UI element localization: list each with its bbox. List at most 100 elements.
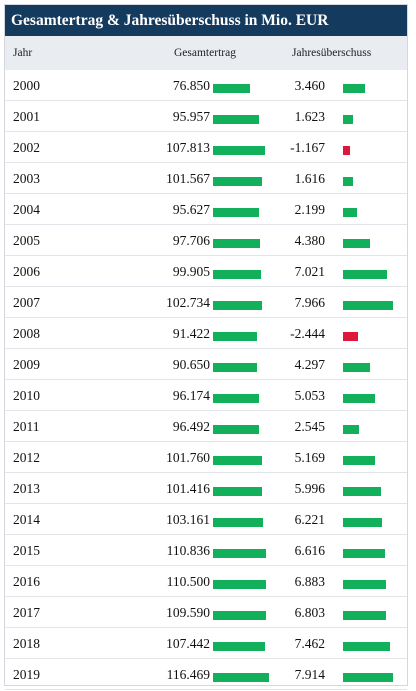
gesamtertrag-cell: 76.850 [172,78,210,93]
gesamtertrag-cell: 109.590 [166,605,210,620]
gesamtertrag-cell: 107.813 [166,140,210,155]
gesamtertrag-cell: 95.957 [172,109,210,124]
gesamtertrag-cell: 91.422 [172,326,210,341]
jahresueberschuss-bar [343,146,350,155]
year-cell: 2019 [13,667,40,682]
header-jahr: Jahr [13,47,33,59]
gesamtertrag-cell: 110.836 [166,543,210,558]
year-cell: 2011 [13,419,40,434]
jahresueberschuss-bar [343,425,359,434]
year-cell: 2010 [13,388,40,403]
header-jahresueberschuss: Jahresüberschuss [292,47,372,59]
gesamtertrag-cell: 103.161 [166,512,210,527]
table-row: 2009 90.650 4.297 [5,349,407,380]
jahresueberschuss-cell: 4.380 [294,233,325,248]
gesamtertrag-bar [213,487,262,496]
year-cell: 2012 [13,450,40,465]
jahresueberschuss-cell: 6.803 [294,605,325,620]
gesamtertrag-cell: 96.492 [172,419,210,434]
jahresueberschuss-bar [343,580,386,589]
jahresueberschuss-bar [343,177,353,186]
gesamtertrag-bar [213,549,266,558]
table-title: Gesamtertrag & Jahresüberschuss in Mio. … [5,5,407,36]
jahresueberschuss-bar [343,611,386,620]
jahresueberschuss-bar [343,642,390,651]
year-cell: 2003 [13,171,40,186]
jahresueberschuss-bar [343,332,358,341]
table-row: 2005 97.706 4.380 [5,225,407,256]
table-row: 2017 109.590 6.803 [5,597,407,628]
jahresueberschuss-cell: 7.914 [294,667,325,682]
data-rows: 2000 76.850 3.460 2001 95.957 1.623 2002 107.81… [5,70,407,690]
table-row: 2019 116.469 7.914 [5,659,407,690]
gesamtertrag-bar [213,642,265,651]
gesamtertrag-bar [213,84,250,93]
jahresueberschuss-bar [343,208,357,217]
table-row: 2000 76.850 3.460 [5,70,407,101]
jahresueberschuss-cell: 7.021 [294,264,325,279]
year-cell: 2017 [13,605,40,620]
gesamtertrag-cell: 102.734 [166,295,210,310]
jahresueberschuss-bar [343,270,387,279]
year-cell: 2007 [13,295,40,310]
gesamtertrag-cell: 116.469 [166,667,210,682]
gesamtertrag-cell: 96.174 [172,388,210,403]
gesamtertrag-bar [213,580,266,589]
jahresueberschuss-bar [343,456,375,465]
gesamtertrag-bar [213,425,259,434]
year-cell: 2000 [13,78,40,93]
gesamtertrag-bar [213,332,257,341]
jahresueberschuss-cell: 7.966 [294,295,325,310]
gesamtertrag-cell: 90.650 [172,357,210,372]
gesamtertrag-bar [213,456,262,465]
gesamtertrag-bar [213,146,265,155]
year-cell: 2004 [13,202,40,217]
gesamtertrag-bar [213,673,269,682]
gesamtertrag-bar [213,208,259,217]
gesamtertrag-cell: 107.442 [166,636,210,651]
jahresueberschuss-bar [343,487,381,496]
jahresueberschuss-cell: 2.545 [294,419,325,434]
gesamtertrag-cell: 97.706 [172,233,210,248]
year-cell: 2014 [13,512,40,527]
jahresueberschuss-cell: -2.444 [290,326,325,341]
gesamtertrag-cell: 99.905 [172,264,210,279]
year-cell: 2001 [13,109,40,124]
gesamtertrag-cell: 101.567 [166,171,210,186]
table-row: 2008 91.422 -2.444 [5,318,407,349]
jahresueberschuss-bar [343,239,370,248]
table-row: 2018 107.442 7.462 [5,628,407,659]
jahresueberschuss-bar [343,673,393,682]
jahresueberschuss-cell: 6.883 [294,574,325,589]
year-cell: 2009 [13,357,40,372]
year-cell: 2006 [13,264,40,279]
jahresueberschuss-cell: 5.169 [294,450,325,465]
table-row: 2014 103.161 6.221 [5,504,407,535]
jahresueberschuss-bar [343,518,382,527]
table-row: 2007 102.734 7.966 [5,287,407,318]
gesamtertrag-cell: 110.500 [166,574,210,589]
table-row: 2015 110.836 6.616 [5,535,407,566]
year-cell: 2002 [13,140,40,155]
jahresueberschuss-cell: 6.616 [294,543,325,558]
table-frame: Gesamtertrag & Jahresüberschuss in Mio. … [4,4,408,690]
year-cell: 2015 [13,543,40,558]
gesamtertrag-bar [213,270,261,279]
table-row: 2004 95.627 2.199 [5,194,407,225]
gesamtertrag-bar [213,177,262,186]
jahresueberschuss-cell: 1.623 [294,109,325,124]
table-row: 2003 101.567 1.616 [5,163,407,194]
gesamtertrag-cell: 101.416 [166,481,210,496]
table-row: 2012 101.760 5.169 [5,442,407,473]
gesamtertrag-bar [213,611,266,620]
gesamtertrag-bar [213,239,260,248]
table-row: 2006 99.905 7.021 [5,256,407,287]
gesamtertrag-cell: 101.760 [166,450,210,465]
jahresueberschuss-bar [343,549,385,558]
table-row: 2010 96.174 5.053 [5,380,407,411]
header-row: Jahr Gesamtertrag Jahresüberschuss [5,36,407,70]
jahresueberschuss-bar [343,115,353,124]
year-cell: 2005 [13,233,40,248]
jahresueberschuss-cell: 6.221 [294,512,325,527]
jahresueberschuss-cell: 5.053 [294,388,325,403]
